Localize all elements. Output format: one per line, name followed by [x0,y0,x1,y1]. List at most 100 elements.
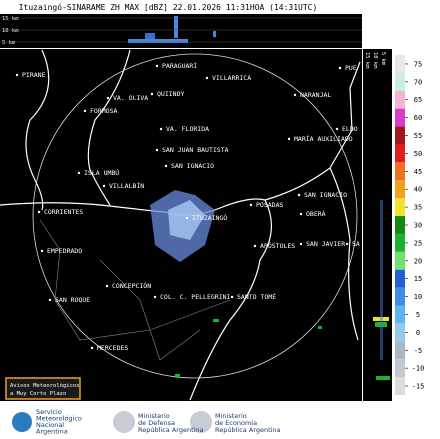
colorbar-swatch [395,162,405,181]
logo-text: Ministerio [215,412,247,420]
side-profile [363,49,392,401]
colorbar-swatch [395,233,405,252]
city-dot [293,93,297,97]
colorbar-swatch [395,180,405,199]
city-dot [155,64,159,68]
city-label: ITUZAINGÓ [192,213,227,222]
colorbar-label: 25 [414,239,422,247]
radar-echo [150,190,322,378]
colorbar-label: 45 [414,168,422,176]
notice-box [5,377,81,400]
title: Ituzaingó-SINARAME ZH MAX [dBZ] 22.01.20… [19,2,318,12]
borders [0,49,361,401]
city-label: PIRANE [22,71,46,79]
colorbar-swatch [395,341,405,360]
city-label: VILLARRICA [212,74,251,82]
city-label: VILLALBÍN [109,181,144,190]
colorbar-swatch [395,359,405,378]
colorbar-label: 30 [414,222,422,230]
city-label: CORRIENTES [44,208,83,216]
colorbar-label: -5 [414,347,422,355]
city-dot [159,127,163,131]
city-label: MERCEDES [97,344,128,352]
colorbar-swatch [395,90,405,109]
city-label: SA [352,240,360,248]
smn-logo [12,412,32,432]
city-label: PARAGUARÍ [162,61,197,70]
city-label: OBERÁ [306,209,326,218]
city-label: VA. FLORIDA [166,125,209,133]
city-dot [299,212,303,216]
city-label: CONCEPCIÓN [112,281,151,290]
logo-text: de Economía [215,419,257,427]
city-label: FORMOSA [90,107,117,115]
colorbar-swatch [395,269,405,288]
city-label: COL. C. PELLEGRINI [160,293,231,301]
notice-line: a Muy Corto Plazo [10,391,66,397]
city-dot [77,171,81,175]
city-dot [297,193,301,197]
colorbar-label: -10 [412,365,425,373]
city-label: NARANJAL [300,91,331,99]
notice-line: Avisos Meteorológicos [10,382,80,389]
city-label: SAN IGNACIO [304,191,347,199]
city-label: SAN IGNACIO [171,162,214,170]
height-label: 10 km [2,28,19,34]
logo-text: República Argentina [138,426,204,434]
colorbar-swatch [395,305,405,324]
height-label: 5 km [2,40,16,46]
city-dot [249,203,253,207]
logo-text: Ministerio [138,412,170,420]
colorbar-label: -15 [412,383,425,391]
city-label: MARÍA AUXILIADO [294,134,353,143]
colorbar-label: 5 [416,311,420,319]
economia-logo [190,411,212,433]
range-ring [32,53,358,379]
city-label: SAN JAVIER [306,240,345,248]
colorbar-swatch [395,126,405,145]
city-dot [106,96,110,100]
city-dot [90,346,94,350]
colorbar-label: 55 [414,132,422,140]
city-dot [345,242,349,246]
height-label: 5 km [380,52,386,66]
city-label: ISLA UMBÚ [84,168,119,177]
colorbar-label: 0 [416,329,420,337]
city-label: ELDO [342,125,358,133]
defensa-logo [113,411,135,433]
city-dot [299,242,303,246]
logo-text: Servicio [36,408,62,416]
colorbar-label: 75 [414,60,422,68]
logo-text: de Defensa [138,419,175,427]
colorbar-label: 10 [414,293,422,301]
city-label: SANTO TOMÉ [237,292,276,301]
height-label: 15 km [364,52,370,69]
city-label: EMPEDRADO [47,247,82,255]
city-dot [102,184,106,188]
city-dot [230,295,234,299]
city-label: POSADAS [256,201,283,209]
city-dot [153,295,157,299]
city-dot [40,249,44,253]
city-dot [105,284,109,288]
colorbar-swatch [395,72,405,91]
city-label: SAN ROQUE [55,296,90,304]
city-dot [155,148,159,152]
colorbar-label: 50 [414,150,422,158]
colorbar-swatch [395,287,405,306]
city-dot [150,92,154,96]
city-dot [205,76,209,80]
city-label: SAN JUAN BAUTISTA [162,146,229,154]
city-dot [287,137,291,141]
logo-text: Argentina [36,428,68,436]
city-dot [335,127,339,131]
city-dot [253,244,257,248]
colorbar-label: 15 [414,275,422,283]
city-label: VA. OLIVA [113,94,148,102]
city-dot [185,216,189,220]
city-dot [37,210,41,214]
city-dot [164,164,168,168]
colorbar-label: 35 [414,204,422,212]
logo-text: Nacional [36,421,64,429]
